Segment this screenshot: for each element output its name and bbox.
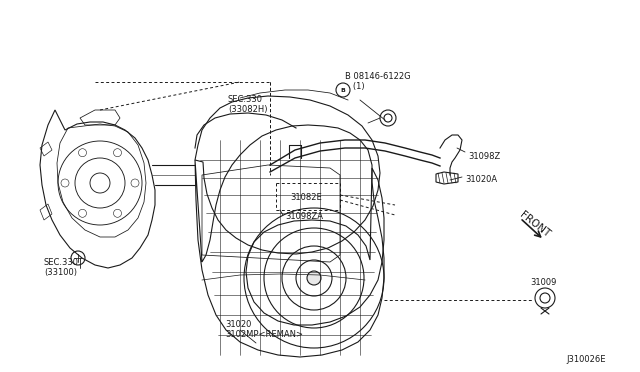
Text: 31009: 31009 xyxy=(530,278,556,287)
Text: 31098Z: 31098Z xyxy=(468,152,500,161)
Text: 31082E: 31082E xyxy=(290,193,322,202)
Text: 31098ZA: 31098ZA xyxy=(285,212,323,221)
Text: SEC.330
(33082H): SEC.330 (33082H) xyxy=(228,95,268,115)
Circle shape xyxy=(307,271,321,285)
Text: B 08146-6122G
   (1): B 08146-6122G (1) xyxy=(345,72,411,92)
Text: B: B xyxy=(340,89,346,93)
Text: SEC.330
(33100): SEC.330 (33100) xyxy=(44,258,79,278)
Text: FRONT: FRONT xyxy=(518,210,552,240)
Text: 31020A: 31020A xyxy=(465,175,497,184)
Text: J310026E: J310026E xyxy=(566,355,605,364)
Text: 31020
3102MP<REMAN>: 31020 3102MP<REMAN> xyxy=(225,320,303,339)
